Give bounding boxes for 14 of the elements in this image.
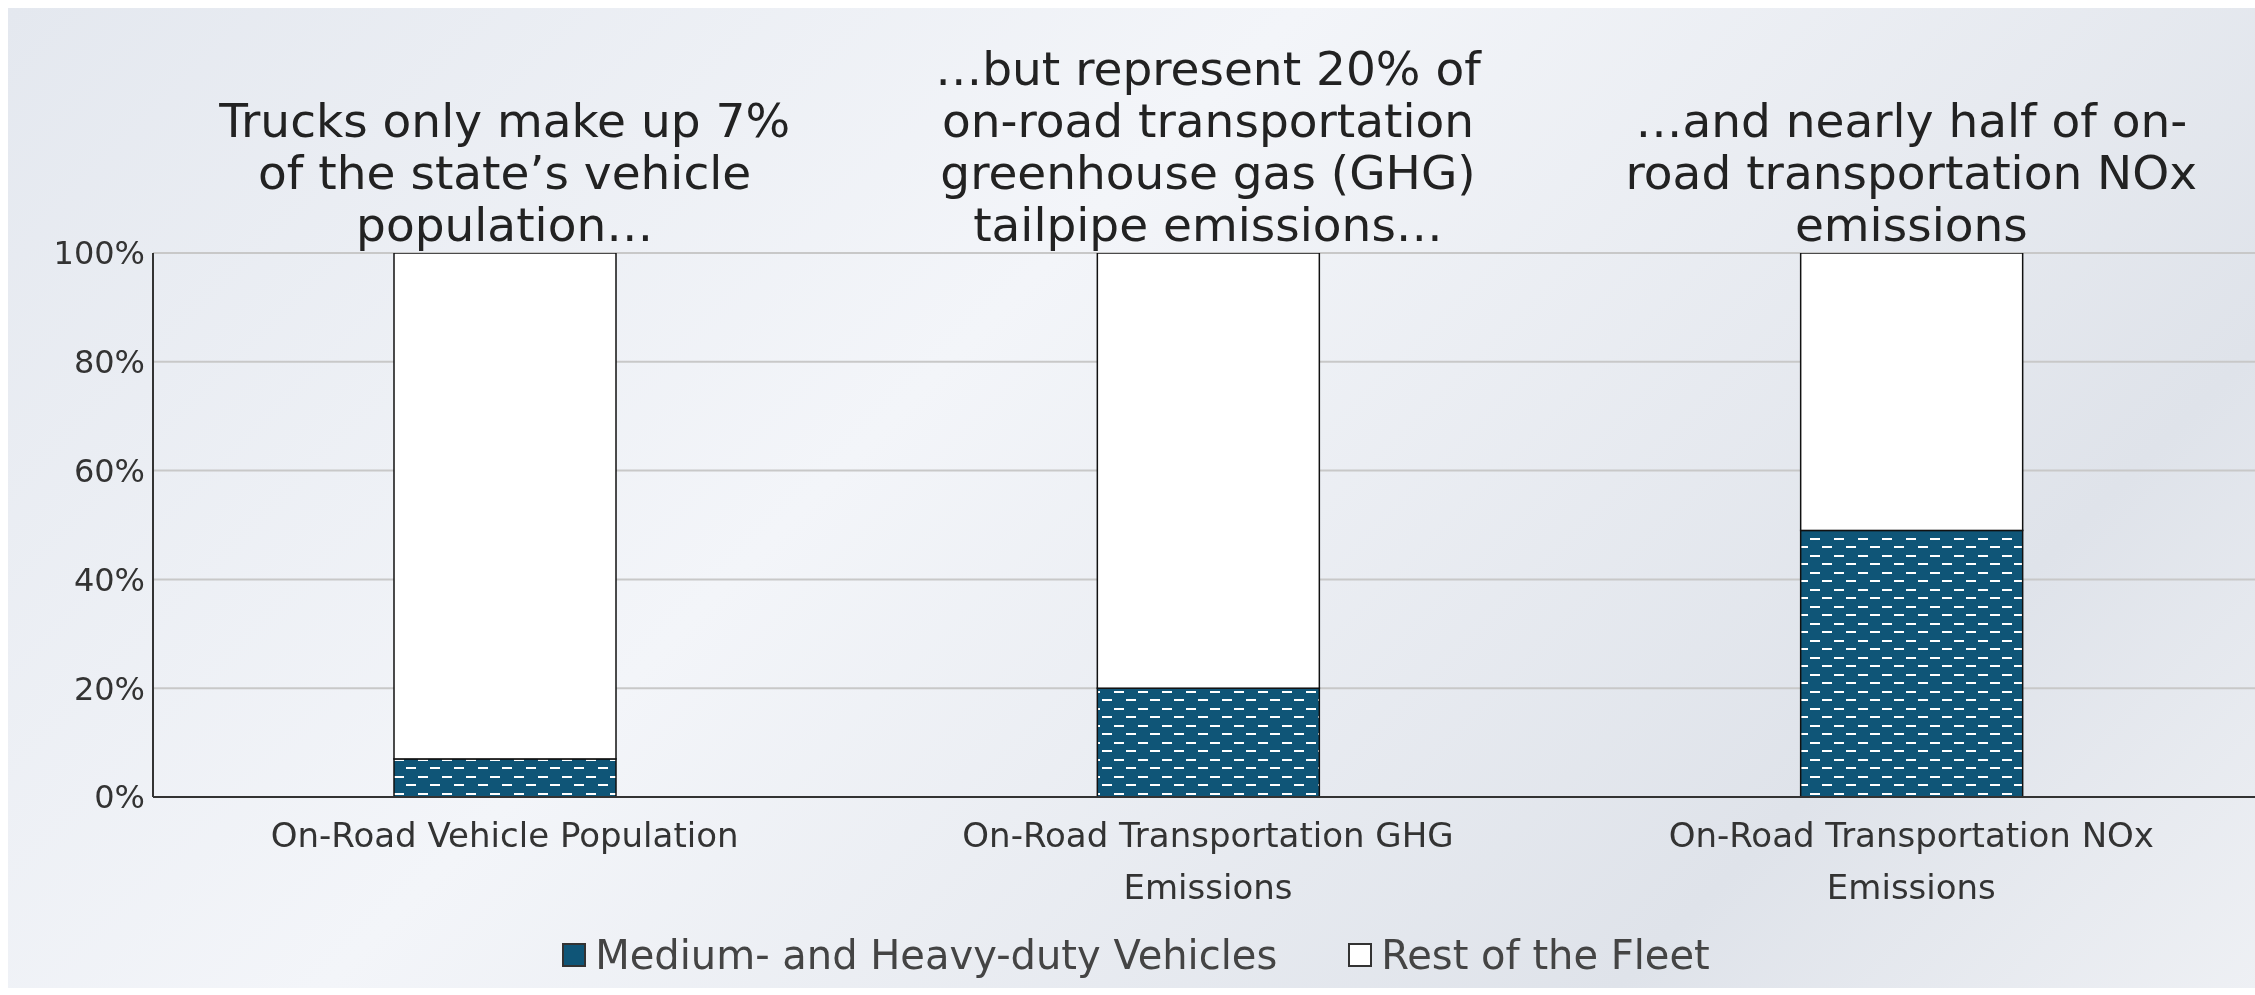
y-tick-label: 80% (73, 343, 145, 382)
annotation: …and nearly half of on-road transportation NOx emissions (1624, 93, 2199, 252)
y-tick-label: 100% (53, 234, 145, 273)
annotation: …but represent 20% of on-road transportation greenhouse gas (GHG) tailpipe emissions… (934, 41, 1483, 252)
annotation: Trucks only make up 7% of the state’s vehicle population… (218, 93, 792, 252)
x-tick-label: On-Road Transportation GHG Emissions (961, 814, 1455, 909)
x-tick-label: On-Road Transportation NOx Emissions (1667, 814, 2155, 909)
y-tick-label: 0% (94, 778, 145, 817)
y-tick-label: 60% (73, 451, 145, 490)
x-tick-label: On-Road Vehicle Population (269, 814, 740, 857)
legend-label: Medium- and Heavy-duty Vehicles (595, 932, 1278, 978)
y-tick-label: 40% (73, 560, 145, 599)
legend-label: Rest of the Fleet (1381, 932, 1710, 978)
y-tick-label: 20% (73, 669, 145, 708)
